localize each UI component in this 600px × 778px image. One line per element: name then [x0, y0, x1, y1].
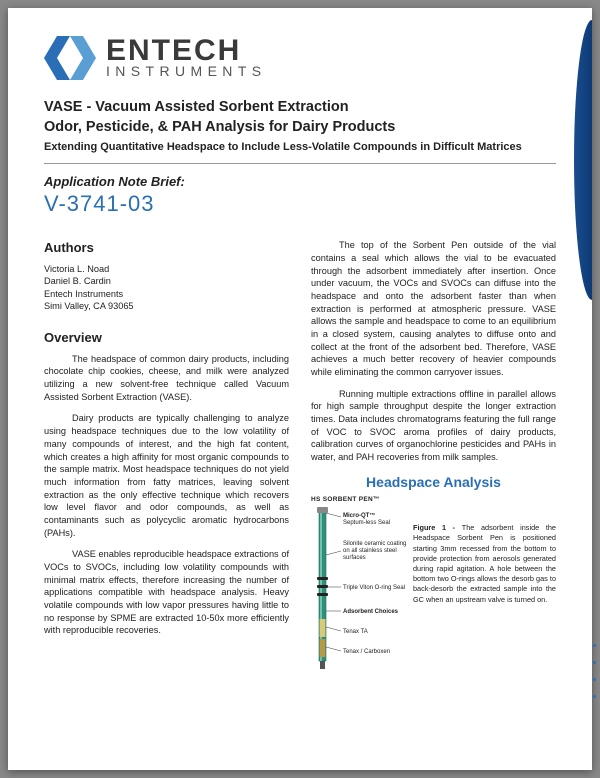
author-line: Victoria L. Noad — [44, 263, 289, 275]
title-block: VASE - Vacuum Assisted Sorbent Extractio… — [44, 98, 556, 153]
brand-logo: ENTECH INSTRUMENTS — [44, 36, 556, 80]
figure-caption-bold: Figure 1 - — [413, 523, 462, 532]
sorbent-pen-diagram: Micro-QT™ Septum-less Seal Silonite cera… — [311, 507, 407, 679]
overview-p2: Dairy products are typically challenging… — [44, 412, 289, 539]
brand-name-bottom: INSTRUMENTS — [106, 66, 267, 78]
annot-microqt: Micro-QT™ — [343, 512, 375, 519]
overview-p1: The headspace of common dairy products, … — [44, 353, 289, 404]
overview-heading: Overview — [44, 329, 289, 347]
annot-tenax-carboxen: Tenax / Carboxen — [343, 649, 390, 655]
divider — [44, 163, 556, 164]
authors-heading: Authors — [44, 239, 289, 257]
annot-silonite-1: Silonite ceramic coating — [343, 541, 406, 547]
authors-block: Authors Victoria L. Noad Daniel B. Cardi… — [44, 239, 289, 313]
col2-p1: The top of the Sorbent Pen outside of th… — [311, 239, 556, 379]
author-line: Simi Valley, CA 93065 — [44, 300, 289, 312]
title-line-1: VASE - Vacuum Assisted Sorbent Extractio… — [44, 98, 556, 118]
annot-tenax: Tenax TA — [343, 629, 368, 635]
body-columns: Authors Victoria L. Noad Daniel B. Cardi… — [44, 239, 556, 679]
annot-silonite-3: surfaces — [343, 555, 366, 561]
page-edge-accent — [574, 20, 592, 300]
appnote-label: Application Note Brief: — [44, 174, 556, 189]
appnote-block: Application Note Brief: V-3741-03 — [44, 174, 556, 217]
figure-caption-text: The adsorbent inside the Headspace Sorbe… — [413, 523, 556, 603]
brand-wordmark: ENTECH INSTRUMENTS — [106, 38, 267, 77]
appnote-code: V-3741-03 — [44, 191, 556, 217]
brand-name-top: ENTECH — [106, 38, 267, 64]
author-line: Daniel B. Cardin — [44, 275, 289, 287]
column-right: The top of the Sorbent Pen outside of th… — [311, 239, 556, 679]
col2-p2: Running multiple extractions offline in … — [311, 388, 556, 464]
document-page: ENTECH INSTRUMENTS VASE - Vacuum Assiste… — [8, 8, 592, 770]
sorbent-pen-label: HS SORBENT PEN™ — [311, 496, 556, 505]
side-dots-icon — [593, 644, 596, 698]
annot-microqt-2: Septum-less Seal — [343, 520, 390, 526]
headspace-heading: Headspace Analysis — [311, 473, 556, 492]
brand-mark-icon — [44, 36, 96, 80]
figure-1: Micro-QT™ Septum-less Seal Silonite cera… — [311, 507, 556, 679]
title-line-2: Odor, Pesticide, & PAH Analysis for Dair… — [44, 118, 556, 138]
annot-adsorbent: Adsorbent Choices — [343, 609, 399, 615]
subtitle: Extending Quantitative Headspace to Incl… — [44, 141, 556, 153]
annot-oring: Triple Viton O-ring Seal — [343, 585, 405, 591]
author-line: Entech Instruments — [44, 288, 289, 300]
overview-p3: VASE enables reproducible headspace extr… — [44, 548, 289, 637]
column-left: Authors Victoria L. Noad Daniel B. Cardi… — [44, 239, 289, 679]
figure-1-caption: Figure 1 - The adsorbent inside the Head… — [413, 507, 556, 605]
annot-silonite-2: on all stainless steel — [343, 548, 397, 554]
